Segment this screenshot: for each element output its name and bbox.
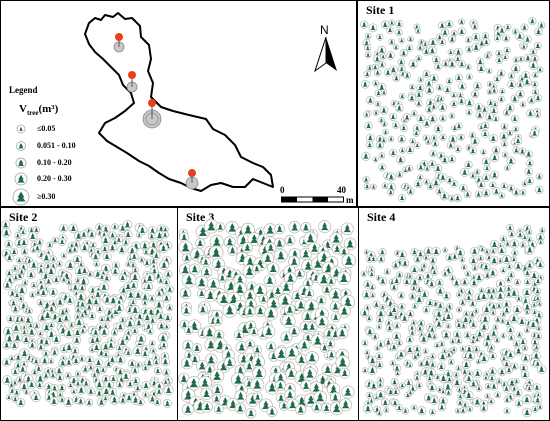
site-marker-2 (126, 71, 138, 93)
legend-label-5: ≥0.30 (37, 192, 56, 201)
legend-variable: Vtree(m³) (19, 103, 59, 118)
legend-label-1: ≤0.05 (37, 124, 56, 133)
north-arrow-icon (314, 37, 337, 73)
site-marker-4 (185, 169, 199, 190)
legend-symbol-2 (16, 141, 26, 151)
legend-symbol-1 (16, 124, 26, 134)
legend-symbol-4 (14, 172, 28, 186)
site-1-title: Site 1 (366, 3, 395, 17)
north-label: N (320, 23, 329, 37)
legend-symbol-5 (12, 188, 30, 206)
scale-bar (281, 196, 344, 203)
site-4-tree-map (360, 224, 547, 418)
legend-symbols (12, 124, 30, 206)
region-boundary (84, 12, 274, 192)
site-marker-3 (142, 99, 162, 129)
site-3-panel: Site 3 (177, 207, 359, 421)
legend-symbol-3 (15, 157, 27, 169)
scale-label-max: 40 (337, 185, 346, 195)
site-1-tree-map (360, 17, 546, 203)
site-2-title: Site 2 (9, 210, 38, 224)
scale-label-zero: 0 (280, 185, 285, 195)
site-4-title: Site 4 (367, 210, 396, 224)
legend-label-3: 0.10 - 0.20 (37, 158, 72, 167)
scale-label-unit: m (346, 195, 354, 205)
legend-label-2: 0.051 - 0.10 (37, 141, 76, 150)
tree-symbols (1, 220, 174, 408)
legend-label-4: 0.20 - 0.30 (37, 174, 72, 183)
tree-symbols (360, 224, 547, 418)
site-4-panel: Site 4 (358, 207, 550, 421)
site-2-panel: Site 2 (0, 207, 178, 421)
tree-symbols (178, 219, 357, 419)
overview-map-panel: Legend Vtree(m³) ≤0.0 (0, 0, 357, 207)
site-3-tree-map (178, 219, 357, 419)
site-marker-1 (113, 33, 125, 53)
tree-symbols (360, 17, 546, 203)
region-map (84, 12, 274, 192)
legend-title: Legend (9, 85, 38, 95)
site-2-tree-map (1, 220, 174, 408)
site-1-panel: Site 1 (357, 0, 550, 207)
